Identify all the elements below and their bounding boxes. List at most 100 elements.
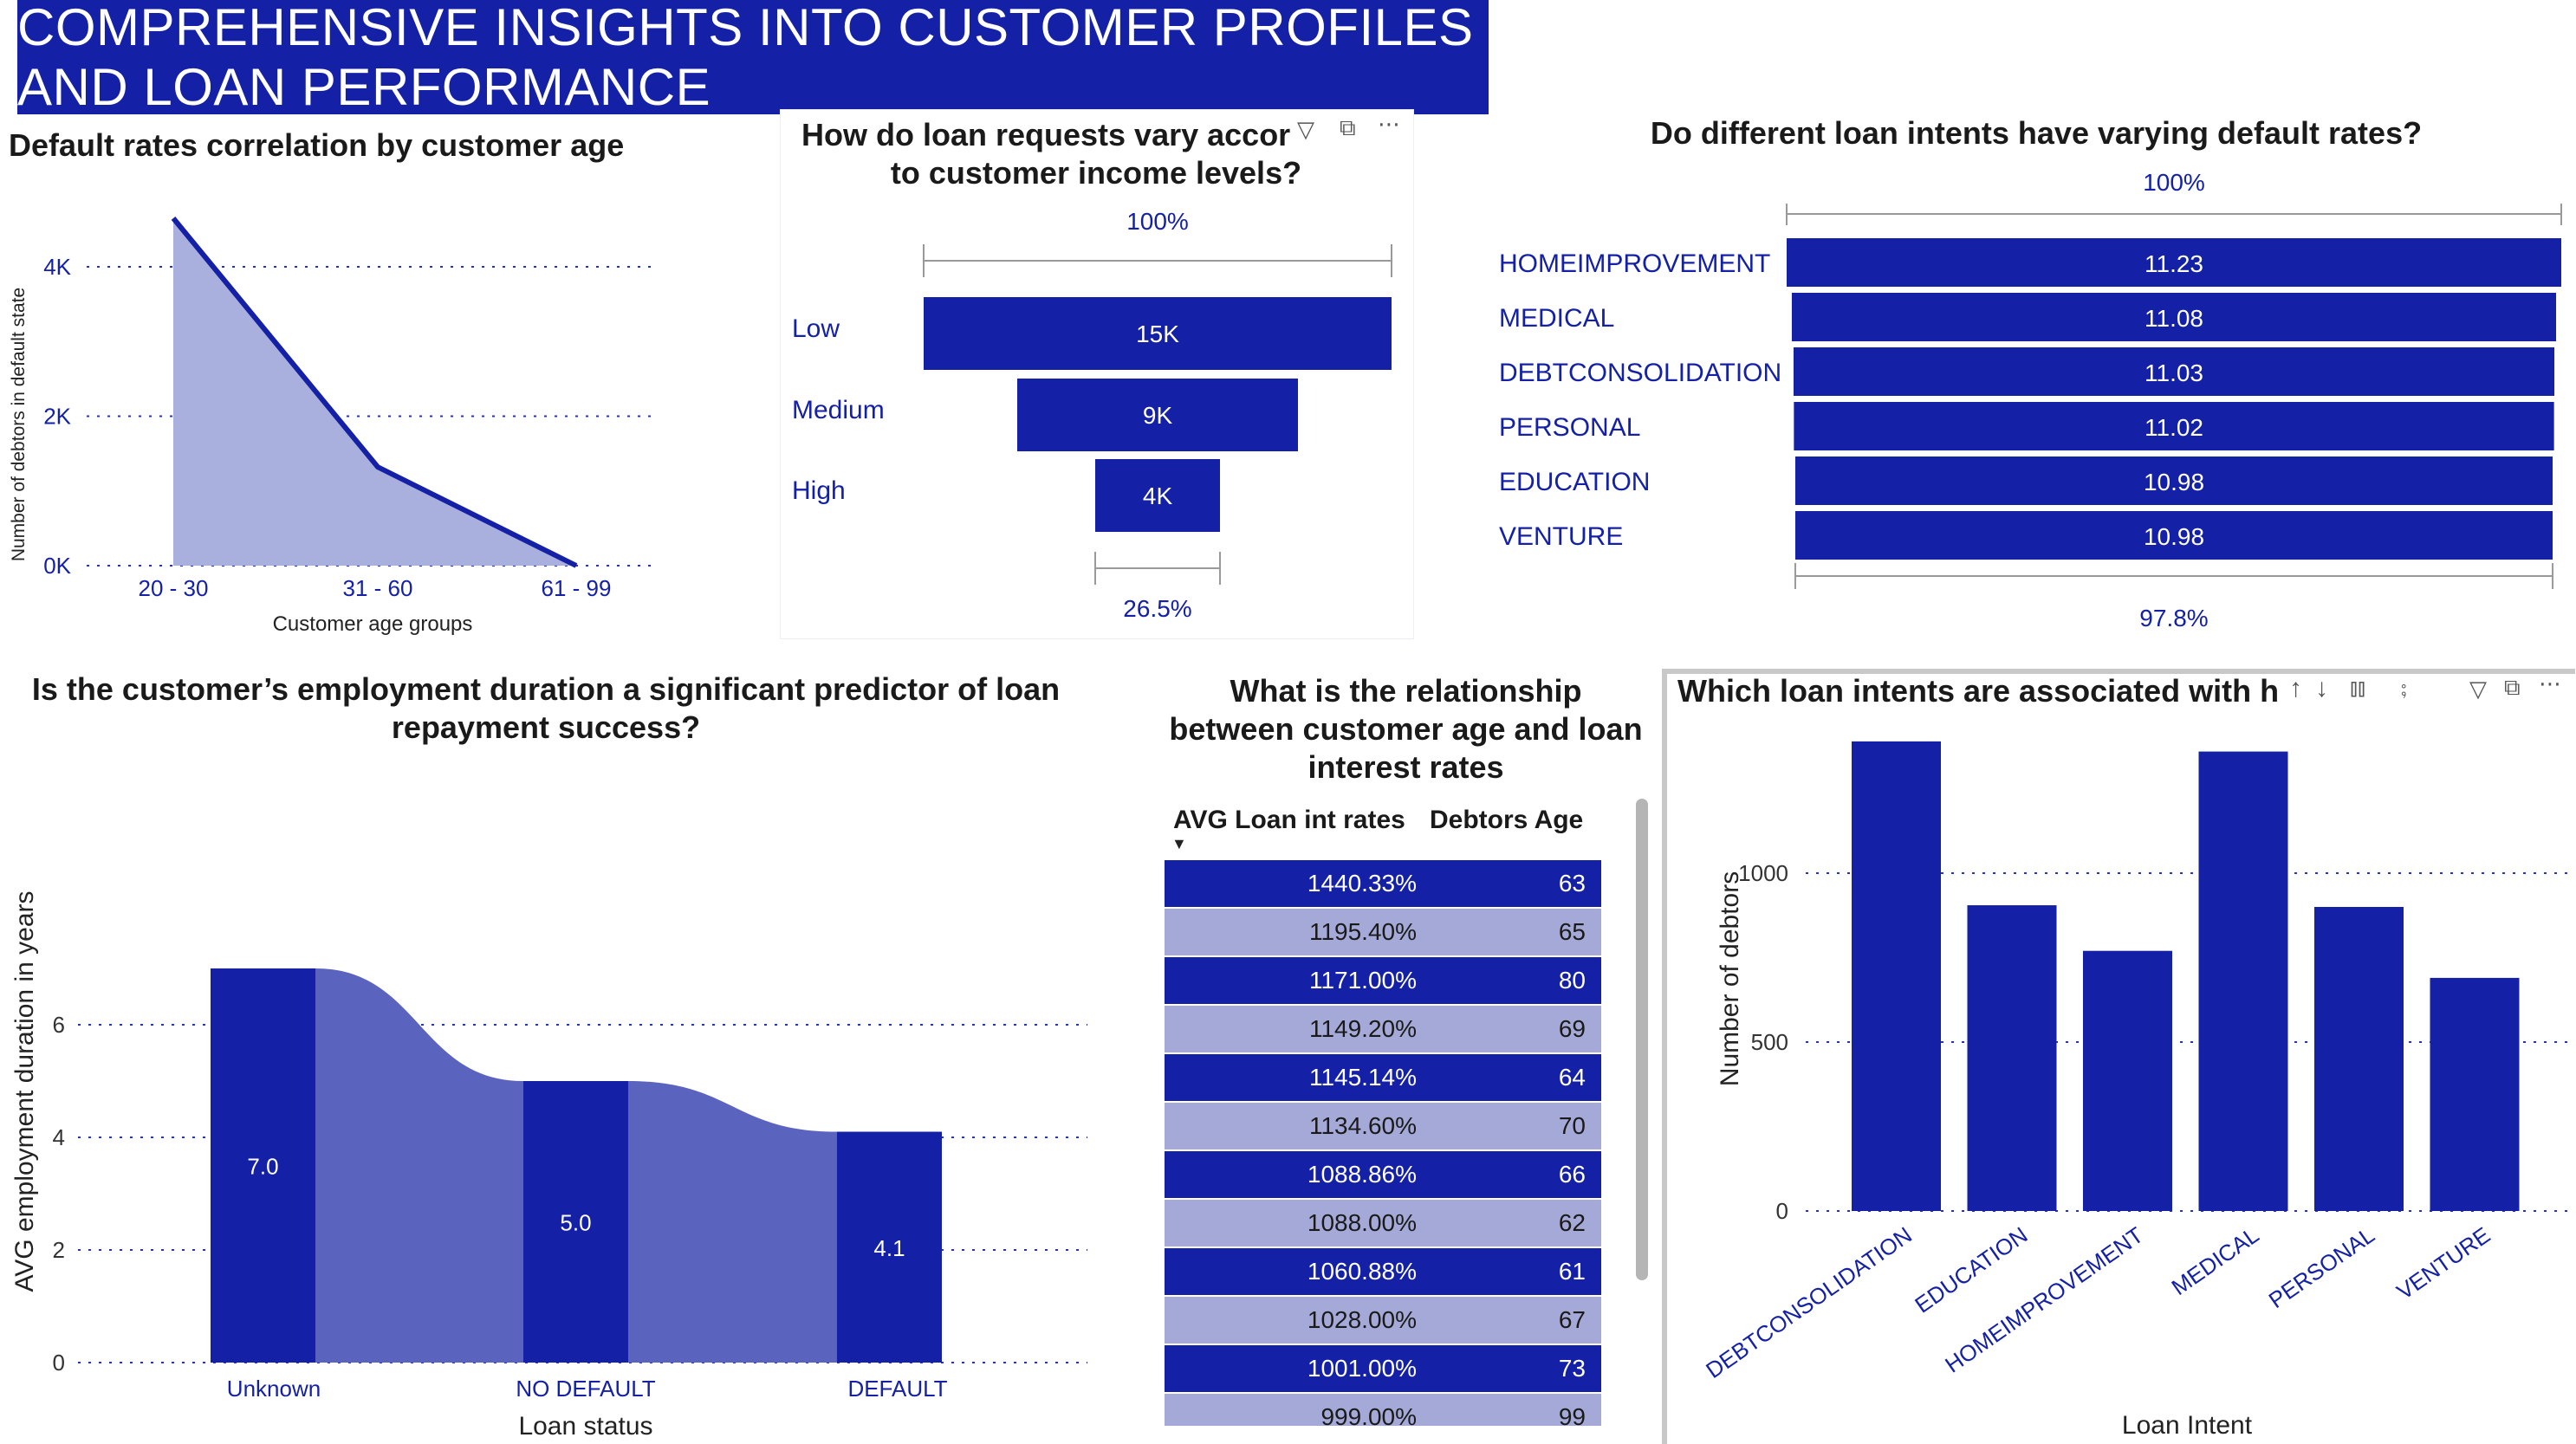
sort-ascending-icon[interactable]: ↑ [2289,674,2302,703]
y-tick-label: 6 [53,1012,65,1038]
intent-funnel-bar [1787,238,2561,287]
x-axis-label: Loan Intent [2122,1411,2253,1440]
age-cell: 63 [1558,870,1586,897]
table-row[interactable]: 1145.14% 64 [1165,1054,1601,1101]
table-header-rates[interactable]: AVG Loan int rates [1173,806,1405,834]
employment-ribbon-chart[interactable]: 0 2 4 6 7.0 Unknown 5.0 NO DEFAULT 4.1 DEFAULT Loa… [0,754,1109,1444]
age-cell: 99 [1558,1403,1586,1426]
rates-table-body: 1440.33% 63 1195.40% 65 1171.00% 80 1149.20% 69… [1165,860,1601,1426]
funnel-title-line2: to customer income levels? [890,155,1302,191]
drill-down-icon[interactable]: ⨟ [2400,674,2408,701]
more-options-icon[interactable]: ⋯ [1378,111,1400,137]
x-tick-label: NO DEFAULT [516,1376,655,1402]
employment-value-label: 5.0 [560,1210,591,1236]
intent-bar-chart[interactable]: 0 500 1000 DEBTCONSOLIDATIONEDUCATIONHOMEIM… [1667,719,2576,1444]
sort-descending-icon[interactable]: ▼ [1171,835,1187,852]
intent-funnel-value-label: 11.08 [2145,305,2203,332]
table-row[interactable]: 1134.60% 70 [1165,1103,1601,1149]
intent-funnel-bar [1794,402,2554,450]
x-tick-label: HOMEIMPROVEMENT [1940,1221,2148,1377]
intent-funnel-category-label: PERSONAL [1499,413,1640,442]
age-cell: 73 [1558,1355,1586,1382]
table-row[interactable]: 1171.00% 80 [1165,957,1601,1004]
rate-cell: 1195.40% [1308,918,1417,945]
employment-title-line1: Is the customer’s employment duration a … [31,671,1061,707]
table-row[interactable]: 1149.20% 69 [1165,1006,1601,1052]
expand-hierarchy-icon[interactable]: ⫾⫾ [2350,674,2365,701]
rate-cell: 1440.33% [1307,870,1417,897]
age-cell: 69 [1558,1015,1586,1042]
y-tick-label: 2 [53,1237,65,1263]
intent-bar [2430,977,2520,1211]
x-axis-label: Customer age groups [273,612,473,636]
x-tick-label: VENTURE [2391,1221,2495,1305]
y-tick-label: 0 [53,1350,65,1376]
table-row[interactable]: 1028.00% 67 [1165,1297,1601,1344]
intent-bar [1967,905,2057,1211]
table-row[interactable]: 1195.40% 65 [1165,909,1601,955]
y-tick-label: 500 [1751,1029,1788,1055]
more-options-icon[interactable]: ⋯ [2539,670,2561,696]
y-axis-label: AVG employment duration in years [10,891,39,1292]
funnel-value-label: 9K [1143,402,1173,429]
age-cell: 80 [1558,967,1586,994]
sort-descending-icon[interactable]: ↓ [2315,674,2328,703]
intent-funnel-category-label: EDUCATION [1499,468,1650,496]
table-row[interactable]: 1088.00% 62 [1165,1200,1601,1247]
filter-icon[interactable]: ▽ [2469,676,2487,702]
focus-mode-icon[interactable]: ⧉ [2504,674,2521,700]
x-tick-label: Unknown [227,1376,321,1402]
intent-funnel-value-label: 11.02 [2145,414,2203,441]
employment-value-label: 7.0 [247,1154,278,1180]
employment-bar [211,968,315,1363]
intent-funnel-title: Do different loan intents have varying d… [1650,115,2423,151]
age-chart-title: Default rates correlation by customer ag… [9,127,625,163]
filter-icon[interactable]: ▽ [1297,116,1314,142]
intent-funnel-bar [1794,511,2553,560]
funnel-title-line1: How do loan requests vary accor [801,117,1291,152]
intent-funnel-value-label: 10.98 [2144,469,2204,495]
funnel-panel [780,109,1414,639]
intent-funnel-value-label: 10.98 [2144,523,2204,550]
employment-bar [523,1081,628,1363]
intent-bars-title: Which loan intents are associated with h [1677,673,2280,709]
age-cell: 65 [1558,918,1586,945]
income-funnel-chart[interactable]: 100% 15K Low 9K Medium 4K High 26.5% [780,199,1412,632]
funnel-category-label: Low [792,314,840,343]
intent-funnel-bar [1794,457,2553,505]
funnel-top-bracket [923,244,1392,277]
table-row[interactable]: 999.00% 99 [1165,1394,1601,1426]
focus-mode-icon[interactable]: ⧉ [1340,114,1356,140]
rate-cell: 1001.00% [1307,1355,1417,1382]
ribbon [628,1081,837,1363]
rate-cell: 1060.88% [1307,1258,1417,1285]
age-cell: 61 [1558,1258,1586,1285]
rate-cell: 1149.20% [1308,1015,1417,1042]
x-axis-label: Loan status [518,1412,652,1441]
y-tick-label: 0 [1776,1198,1788,1224]
age-area-chart[interactable]: 0K 2K 4K 20 - 30 31 - 60 61 - 99 Customer age … [0,199,676,641]
table-scrollbar[interactable] [1636,799,1648,1280]
table-row[interactable]: 1088.86% 66 [1165,1151,1601,1198]
table-row[interactable]: 1440.33% 63 [1165,860,1601,907]
table-row[interactable]: 1001.00% 73 [1165,1345,1601,1392]
y-tick-label: 2K [43,404,71,430]
x-tick-label: DEBTCONSOLIDATION [1701,1221,1917,1383]
table-title-line3: interest rates [1307,749,1504,785]
table-title-line1: What is the relationship [1230,673,1582,709]
intent-funnel-bottom-percent: 97.8% [2139,605,2208,631]
table-row[interactable]: 1060.88% 61 [1165,1248,1601,1295]
intent-bar [2198,751,2288,1211]
intent-funnel-value-label: 11.23 [2145,250,2203,277]
rate-cell: 1088.00% [1307,1209,1417,1236]
area-fill [173,217,576,566]
y-axis-label: Number of debtors in default state [9,288,29,561]
table-header-age[interactable]: Debtors Age [1430,806,1584,834]
intent-funnel-value-label: 11.03 [2145,359,2203,386]
intent-funnel-chart[interactable]: 100% 11.23 HOMEIMPROVEMENT 11.08 MEDICAL 11.0… [1473,156,2576,641]
funnel-bar [1017,379,1298,451]
intent-bars-panel-border [1662,669,2575,1444]
funnel-value-label: 15K [1136,321,1179,347]
age-cell: 70 [1558,1112,1586,1139]
age-cell: 64 [1558,1064,1586,1091]
